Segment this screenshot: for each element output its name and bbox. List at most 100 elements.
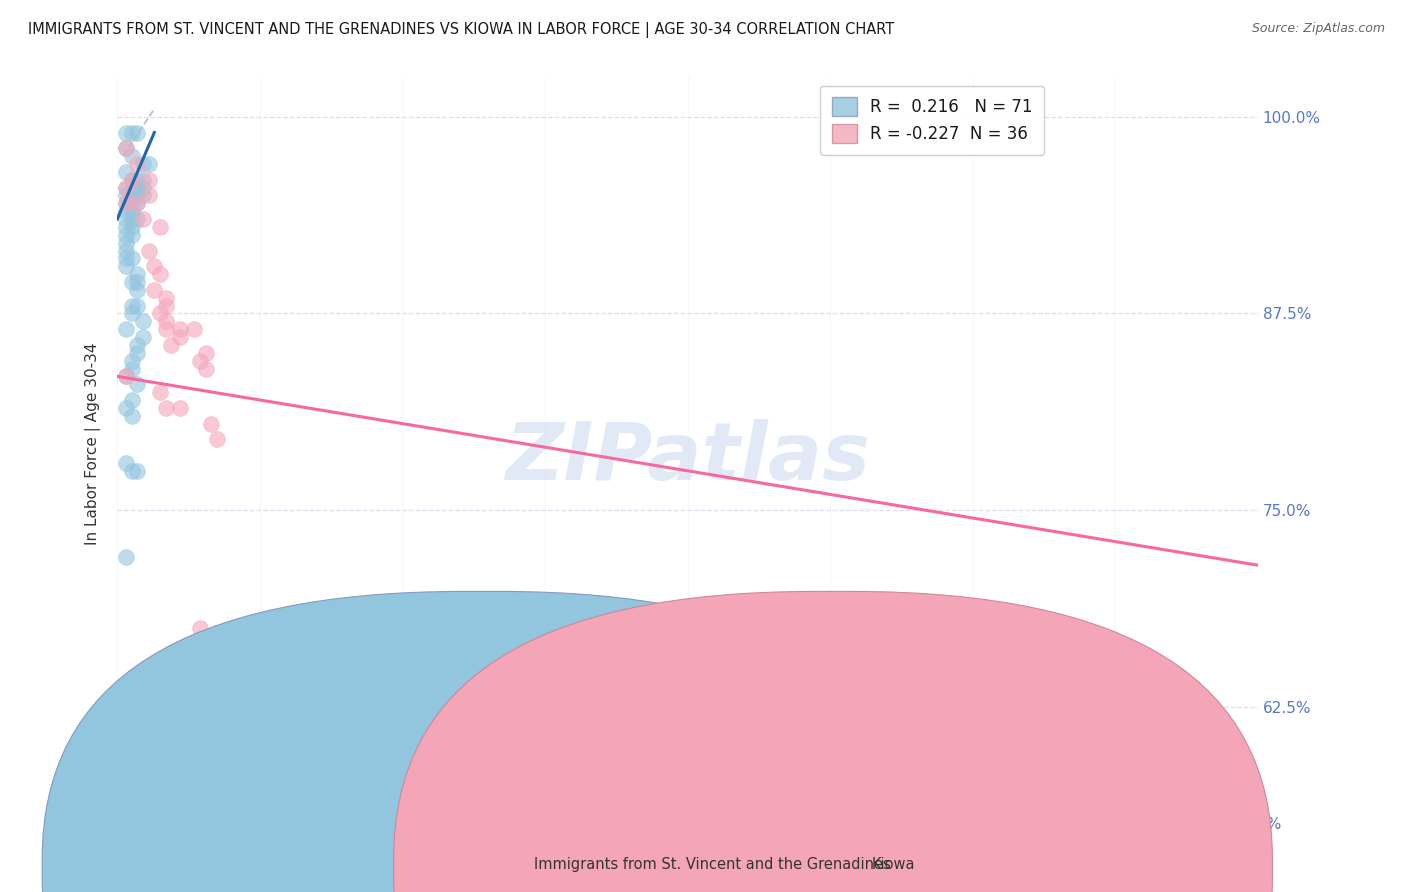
Point (114, 196, 136, 211)
Point (160, 338, 183, 352)
Point (127, 267, 149, 281)
Point (149, 267, 172, 281)
Point (121, 149, 143, 163)
Point (114, 747, 136, 761)
Point (114, 141, 136, 155)
Text: Immigrants from St. Vincent and the Grenadines: Immigrants from St. Vincent and the Gren… (534, 857, 891, 872)
Text: IMMIGRANTS FROM ST. VINCENT AND THE GRENADINES VS KIOWA IN LABOR FORCE | AGE 30-: IMMIGRANTS FROM ST. VINCENT AND THE GREN… (28, 22, 894, 38)
Point (121, 353, 143, 368)
Point (183, 322, 205, 336)
Point (138, 157, 160, 171)
Point (121, 227, 143, 242)
Point (114, 322, 136, 336)
Point (114, 188, 136, 202)
Point (127, 275, 149, 289)
Point (132, 330, 155, 344)
Point (114, 126, 136, 140)
Point (169, 401, 191, 415)
Point (121, 392, 143, 407)
Point (127, 157, 149, 171)
Point (138, 188, 160, 202)
Point (169, 330, 191, 344)
Point (155, 291, 177, 305)
Text: Source: ZipAtlas.com: Source: ZipAtlas.com (1251, 22, 1385, 36)
Point (114, 235, 136, 250)
Point (114, 196, 136, 211)
Point (121, 275, 143, 289)
Point (155, 314, 177, 328)
Point (121, 299, 143, 313)
Point (127, 212, 149, 227)
Point (121, 212, 143, 227)
Point (205, 433, 228, 447)
Point (138, 244, 160, 258)
Y-axis label: In Labor Force | Age 30-34: In Labor Force | Age 30-34 (86, 342, 101, 544)
Point (143, 283, 166, 297)
Point (127, 377, 149, 392)
Point (127, 188, 149, 202)
Point (200, 629, 222, 643)
Point (132, 157, 155, 171)
Point (155, 401, 177, 415)
Point (127, 126, 149, 140)
Point (114, 550, 136, 565)
Point (114, 180, 136, 194)
Point (200, 417, 222, 431)
Point (121, 464, 143, 478)
Point (114, 401, 136, 415)
Point (188, 621, 211, 635)
Point (121, 180, 143, 194)
Point (132, 180, 155, 194)
Point (114, 259, 136, 273)
Point (114, 227, 136, 242)
Point (132, 188, 155, 202)
Point (114, 369, 136, 384)
Point (127, 345, 149, 359)
Point (121, 188, 143, 202)
Point (132, 212, 155, 227)
Point (121, 204, 143, 219)
Point (121, 252, 143, 266)
Point (149, 306, 172, 320)
Legend: R =  0.216   N = 71, R = -0.227  N = 36: R = 0.216 N = 71, R = -0.227 N = 36 (820, 86, 1045, 155)
Point (127, 338, 149, 352)
Point (121, 196, 143, 211)
Point (194, 645, 217, 659)
Point (114, 456, 136, 470)
Point (114, 204, 136, 219)
Point (127, 180, 149, 194)
Point (114, 369, 136, 384)
Point (114, 244, 136, 258)
Text: Kiowa: Kiowa (872, 857, 915, 872)
Point (169, 322, 191, 336)
Point (205, 668, 228, 682)
Point (149, 219, 172, 234)
Point (121, 306, 143, 320)
Point (155, 322, 177, 336)
Point (114, 219, 136, 234)
Point (132, 172, 155, 186)
Point (114, 180, 136, 194)
Point (114, 212, 136, 227)
Point (155, 299, 177, 313)
Point (149, 385, 172, 400)
Point (138, 172, 160, 186)
Point (127, 464, 149, 478)
Point (121, 361, 143, 376)
Point (114, 141, 136, 155)
Point (114, 252, 136, 266)
Point (194, 361, 217, 376)
Point (188, 353, 211, 368)
Point (121, 172, 143, 186)
Point (127, 196, 149, 211)
Point (127, 283, 149, 297)
Point (121, 172, 143, 186)
Point (121, 126, 143, 140)
Point (143, 259, 166, 273)
Point (121, 409, 143, 423)
Text: ZIPatlas: ZIPatlas (505, 419, 870, 497)
Point (127, 172, 149, 186)
Point (132, 314, 155, 328)
Point (127, 299, 149, 313)
Point (114, 165, 136, 179)
